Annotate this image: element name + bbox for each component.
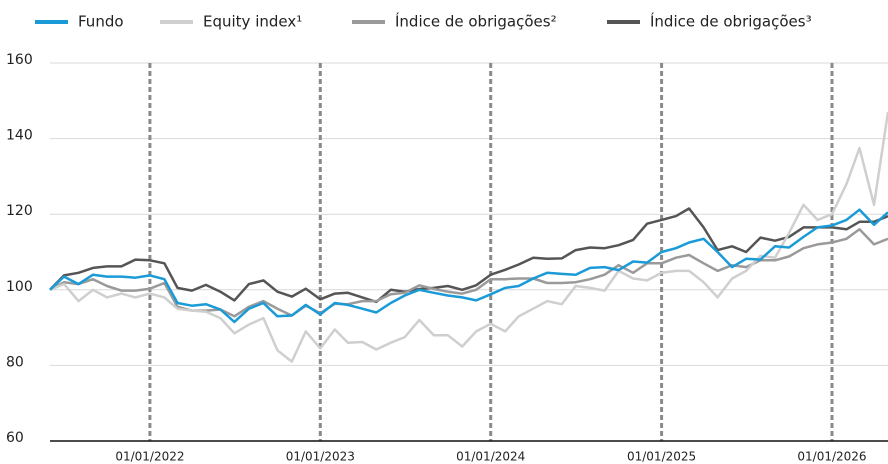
y-tick-label: 140 xyxy=(6,128,33,144)
series-line xyxy=(49,228,888,318)
x-tick-label: 01/01/2023 xyxy=(286,450,355,464)
y-tick-label: 100 xyxy=(6,279,33,295)
series-line xyxy=(49,207,888,304)
y-tick-label: 80 xyxy=(6,354,24,370)
x-tick-label: 01/01/2025 xyxy=(627,450,696,464)
y-tick-label: 160 xyxy=(6,52,33,68)
x-tick-label: 01/01/2022 xyxy=(115,450,184,464)
x-tick-label: 01/01/2024 xyxy=(456,450,525,464)
legend-label: Índice de obrigações² xyxy=(395,12,557,31)
series-line xyxy=(49,208,888,324)
x-tick-label: 01/01/2026 xyxy=(797,450,866,464)
y-tick-label: 60 xyxy=(6,430,24,446)
legend-label: Índice de obrigações³ xyxy=(650,12,812,31)
legend-label: Fundo xyxy=(78,13,124,31)
legend-label: Equity index¹ xyxy=(203,13,302,31)
y-tick-label: 120 xyxy=(6,203,33,219)
series-line xyxy=(49,111,888,363)
